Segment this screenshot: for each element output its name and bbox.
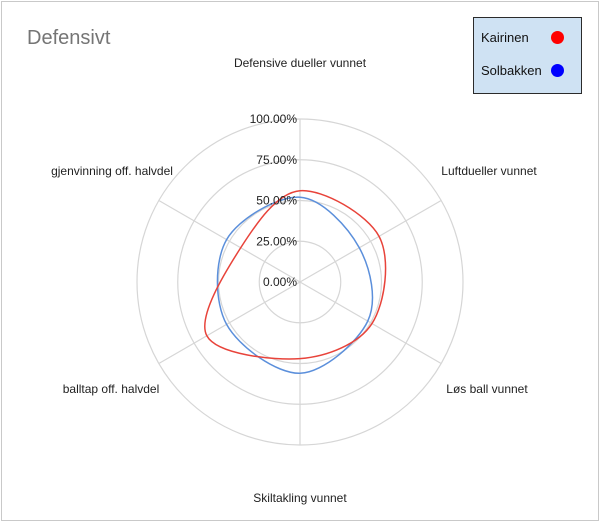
axis-label: Luftdueller vunnet [441, 164, 537, 178]
legend-marker-solbakken [551, 64, 564, 77]
tick-label: 100.00% [250, 112, 298, 126]
legend-entry-kairinen[interactable]: Kairinen [481, 30, 529, 45]
tick-label: 50.00% [256, 194, 297, 208]
tick-label: 25.00% [256, 234, 297, 248]
grid-spoke [158, 199, 301, 283]
grid-spoke [158, 281, 301, 365]
legend-label: Kairinen [481, 30, 529, 45]
series-line-kairinen[interactable] [204, 189, 387, 360]
axis-label: Defensive dueller vunnet [234, 56, 367, 70]
axis-label: gjenvinning off. halvdel [51, 164, 173, 178]
legend-entry-solbakken[interactable]: Solbakken [481, 63, 542, 78]
legend-label: Solbakken [481, 63, 542, 78]
tick-label: 75.00% [256, 153, 297, 167]
radar-labels: 0.00% 25.00% 50.00% 75.00% 100.00% Defensive … [51, 56, 537, 505]
chart-legend: Kairinen Solbakken [473, 17, 582, 94]
chart-title: Defensivt [27, 27, 111, 49]
axis-label: Skiltakling vunnet [253, 491, 347, 505]
tick-label: 0.00% [263, 275, 297, 289]
legend-marker-kairinen [551, 31, 564, 44]
series-line-solbakken[interactable] [216, 196, 374, 375]
axis-label: Løs ball vunnet [446, 382, 528, 396]
radar-grid [136, 118, 464, 446]
grid-spoke [299, 199, 442, 283]
radar-series [204, 189, 387, 375]
axis-label: balltap off. halvdel [63, 382, 160, 396]
grid-spoke [299, 281, 442, 365]
